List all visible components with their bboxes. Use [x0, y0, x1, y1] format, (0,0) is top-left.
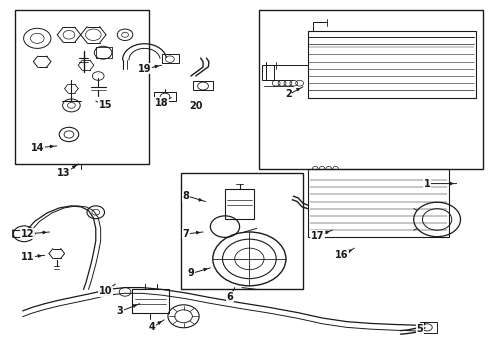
- Text: 19: 19: [138, 64, 151, 74]
- Text: 5: 5: [416, 324, 423, 334]
- Bar: [161, 54, 178, 63]
- Text: 3: 3: [117, 306, 123, 316]
- Bar: [259, 10, 483, 169]
- Text: 2: 2: [285, 89, 291, 99]
- Text: 11: 11: [20, 252, 34, 262]
- Bar: [132, 289, 168, 314]
- Bar: [193, 81, 212, 90]
- Text: 4: 4: [148, 322, 155, 332]
- Bar: [307, 31, 475, 98]
- Text: 15: 15: [99, 100, 112, 110]
- Text: 16: 16: [335, 250, 348, 260]
- Text: 8: 8: [182, 191, 189, 201]
- Text: 17: 17: [310, 231, 324, 240]
- Bar: [261, 65, 273, 80]
- Bar: [154, 92, 176, 101]
- Bar: [15, 10, 149, 164]
- Text: 7: 7: [182, 229, 189, 239]
- Bar: [224, 189, 254, 220]
- Text: 6: 6: [226, 292, 233, 302]
- Text: 13: 13: [57, 168, 71, 178]
- Bar: [307, 169, 448, 237]
- Text: 14: 14: [30, 143, 44, 153]
- Text: 12: 12: [20, 229, 34, 239]
- Text: 18: 18: [155, 98, 168, 108]
- Text: 10: 10: [99, 286, 112, 296]
- Text: 1: 1: [423, 179, 430, 189]
- Bar: [419, 322, 436, 333]
- Text: 20: 20: [188, 102, 202, 112]
- Text: 9: 9: [187, 268, 194, 278]
- Bar: [181, 173, 303, 289]
